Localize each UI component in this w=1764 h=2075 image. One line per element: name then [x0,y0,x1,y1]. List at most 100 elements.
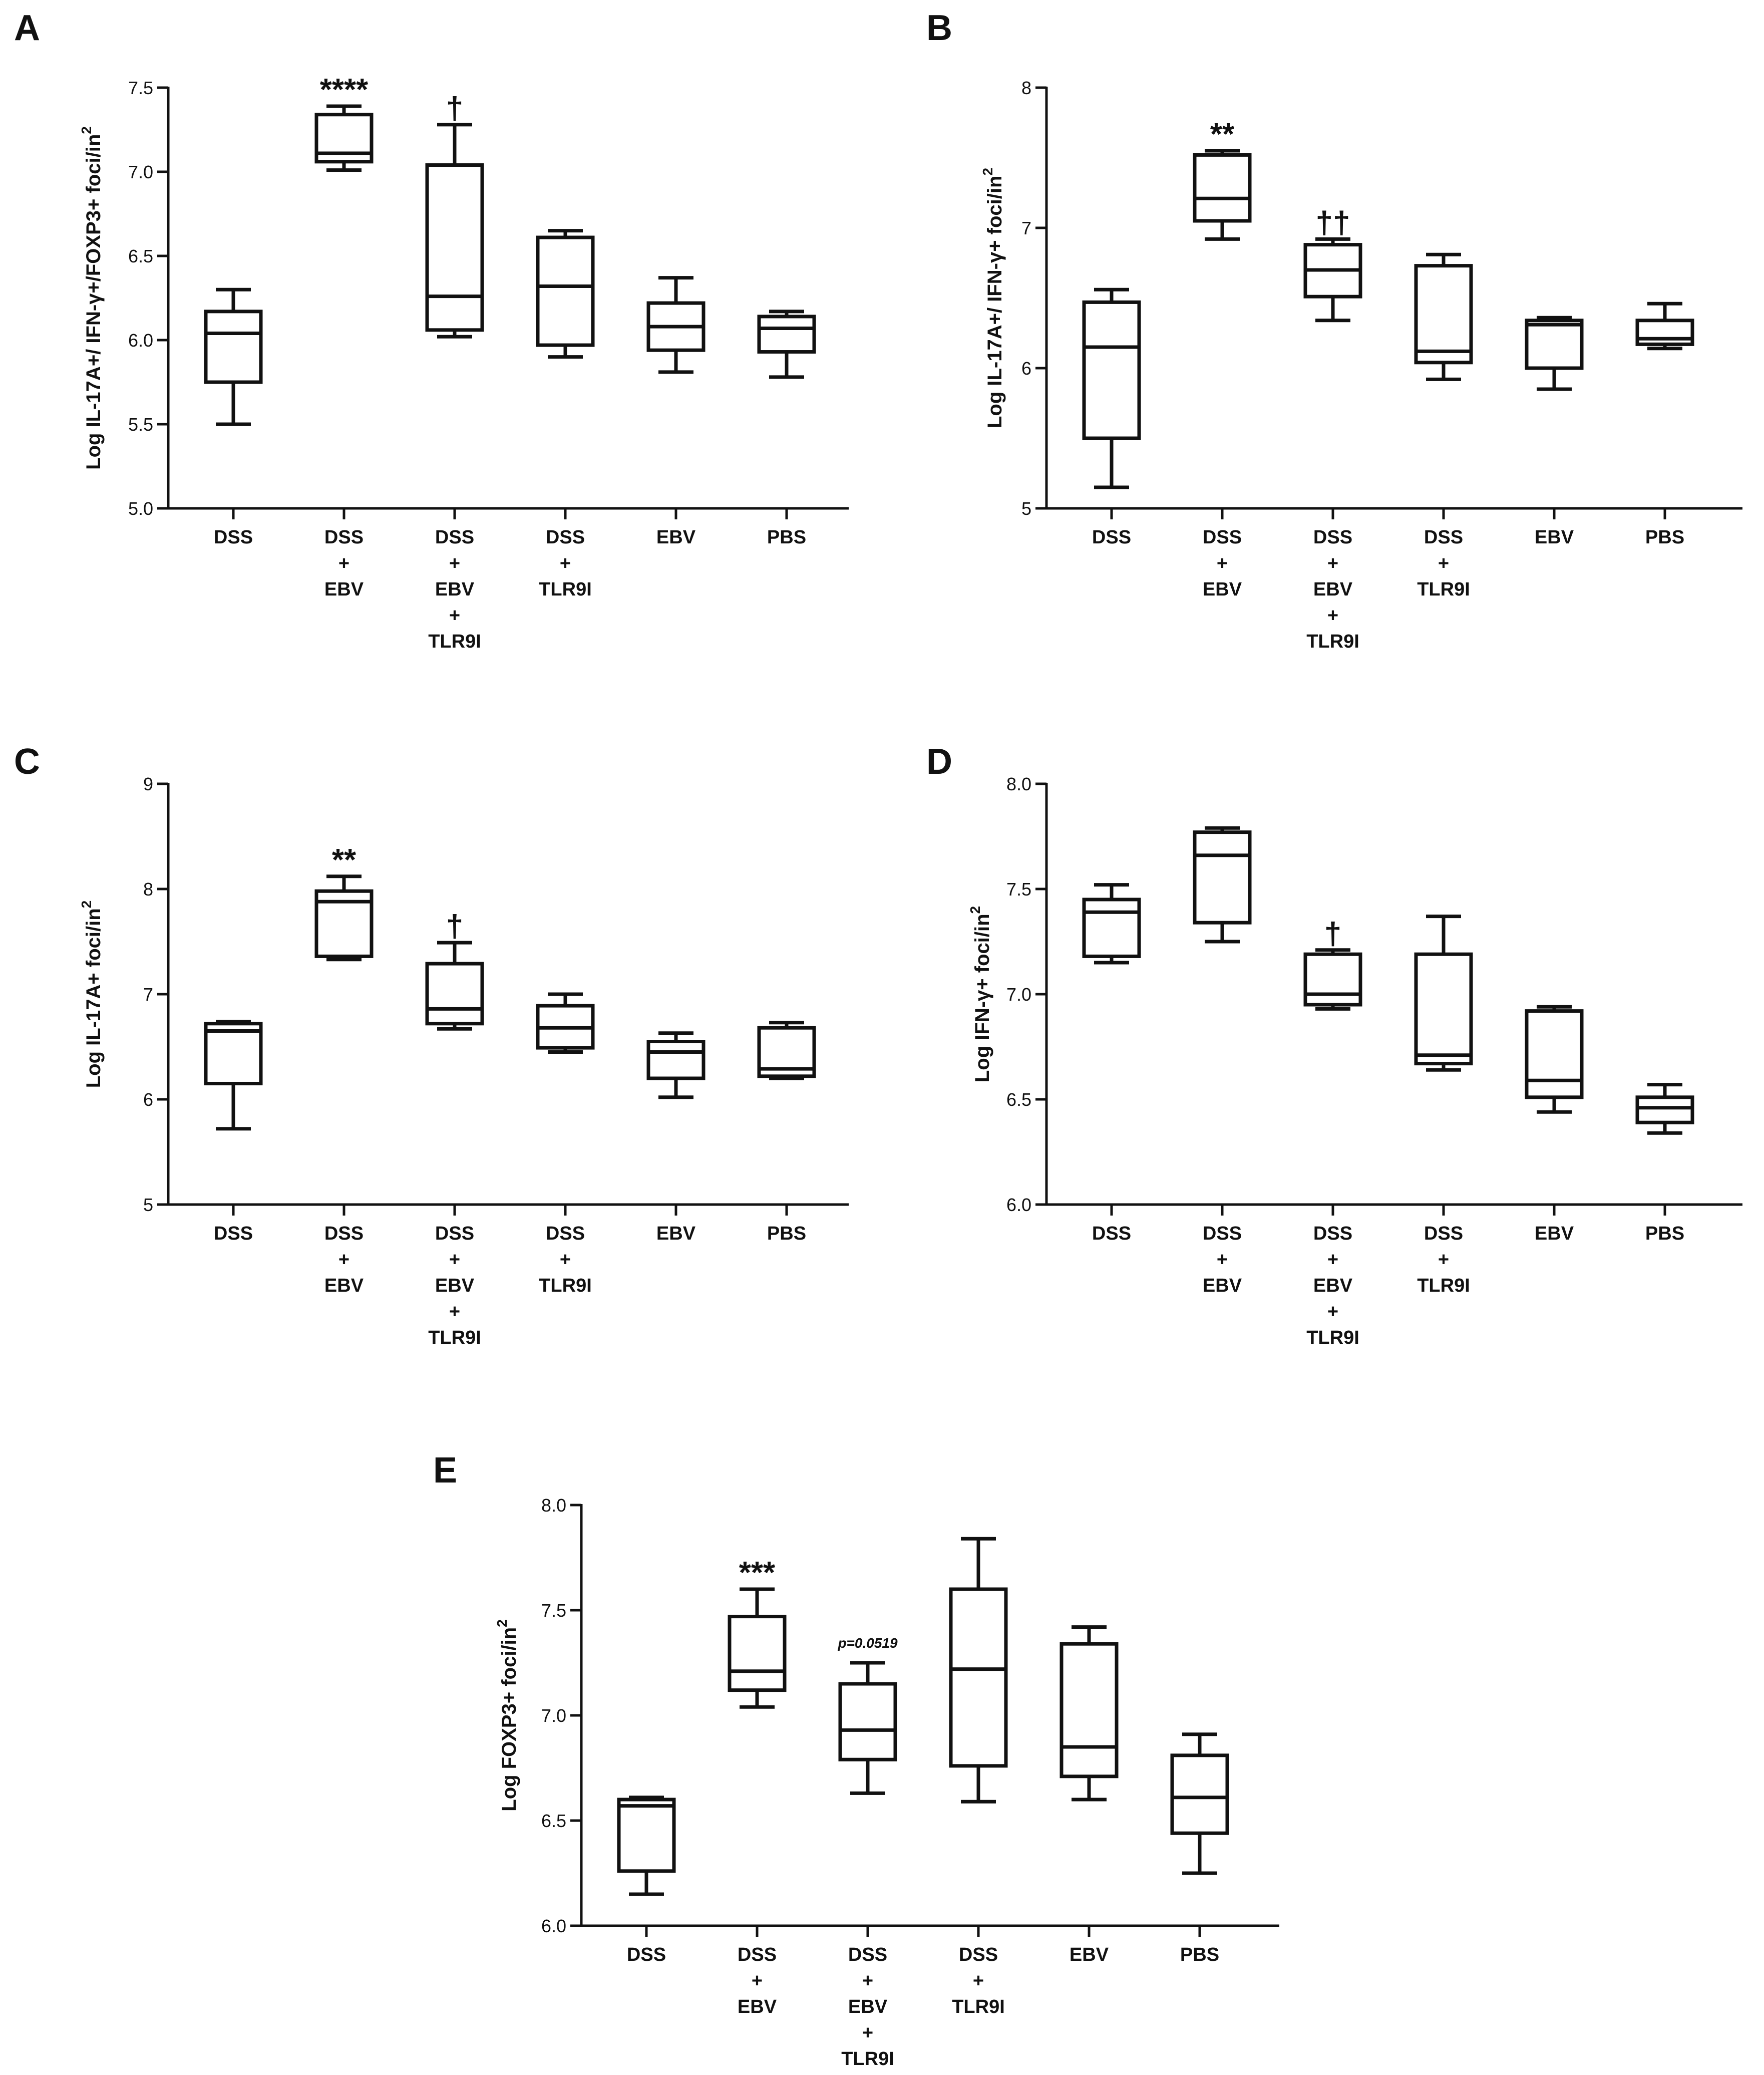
x-category-label: + [1327,1301,1338,1322]
box-iqr [1525,319,1584,370]
panel-e: E 6.0 6.5 7.0 7.5 8.0 Log FOXP3+ foci/in2 DSS DS… [433,1450,1279,2069]
x-category-label: PBS [767,1223,806,1244]
y-axis-label: Log IL-17A+/ IFN-γ+/FOXP3+ foci/in2 [79,126,105,470]
y-axis-label: Log IL-17A+ foci/in2 [79,901,105,1088]
x-category-label: + [560,553,571,574]
box-iqr [757,315,816,354]
box-e-3: p=0.0519 [837,1635,898,1795]
panel-d: D 6.0 6.5 7.0 7.5 8.0 Log IFN-γ+ foci/in2 DSS DS… [926,742,1742,1348]
y-tick-label: 8.0 [1006,774,1031,794]
x-category-label: EBV [1070,1944,1109,1965]
y-tick-label: 6.0 [128,330,153,351]
y-axis-label: Log IFN-γ+ foci/in2 [967,906,993,1082]
x-category-label: PBS [1645,1223,1684,1244]
x-category-label: TLR9I [1306,631,1359,652]
box-iqr [314,113,374,164]
y-tick-label: 7.5 [128,78,153,98]
box-b-2: ** [1193,117,1252,241]
box-iqr [1082,898,1141,958]
p-value-label: p=0.0519 [837,1635,898,1651]
box-d-2 [1193,826,1252,944]
box-iqr [949,1587,1008,1768]
box-iqr [617,1798,676,1873]
x-category-label: EBV [1203,1275,1242,1296]
box-c-1 [204,1020,263,1131]
y-tick-label: 7 [143,984,153,1005]
x-category-label: TLR9I [1306,1327,1359,1348]
box-a-3: † [425,91,484,339]
panel-letter: E [433,1450,457,1491]
box-iqr [646,1040,705,1080]
y-tick-label: 6.5 [1006,1089,1031,1110]
box-b-3: †† [1303,205,1362,323]
x-category-label: + [449,1249,460,1270]
box-d-3: † [1303,917,1362,1011]
x-category-label: TLR9I [539,579,592,600]
x-category-label: + [1327,553,1338,574]
box-iqr [314,889,374,958]
x-category-label: + [449,1301,460,1322]
significance-marker: †† [1316,205,1350,240]
panel-letter: D [926,742,952,782]
y-tick-label: 5.5 [128,414,153,435]
x-category-label: DSS [214,527,253,548]
x-category-label: + [338,553,349,574]
y-tick-label: 8.0 [541,1495,566,1516]
y-tick-label: 7.5 [541,1600,566,1621]
box-iqr [1414,952,1473,1066]
x-category-label: EBV [848,1996,888,2017]
x-category-label: TLR9I [539,1275,592,1296]
box-iqr [1193,153,1252,223]
box-iqr [1414,264,1473,365]
box-e-2: *** [728,1556,787,1709]
x-category-label: TLR9I [952,1996,1005,2017]
box-iqr [204,310,263,384]
x-category-label: DSS [214,1223,253,1244]
x-category-label: EBV [324,579,364,600]
x-category-label: DSS [546,527,585,548]
y-tick-label: 9 [143,774,153,794]
x-category-label: EBV [435,1275,475,1296]
significance-marker: † [446,91,463,126]
x-category-label: + [449,605,460,626]
y-tick-label: 6.5 [128,246,153,266]
box-iqr [1193,830,1252,925]
box-e-5 [1060,1625,1119,1802]
x-category-label: + [752,1970,763,1991]
x-category-label: + [560,1249,571,1270]
x-category-label: DSS [959,1944,998,1965]
box-iqr [536,235,595,347]
box-a-1 [204,287,263,426]
significance-marker: ** [332,843,357,877]
x-category-label: DSS [627,1944,666,1965]
x-category-label: DSS [848,1944,887,1965]
x-category-label: EBV [1535,527,1574,548]
x-category-label: EBV [738,1996,777,2017]
box-b-1 [1082,287,1141,489]
box-a-5 [646,276,705,374]
box-iqr [425,962,484,1026]
box-c-3: † [425,909,484,1031]
box-iqr [1635,1095,1694,1124]
box-b-4 [1414,252,1473,381]
x-category-label: PBS [767,527,806,548]
x-category-label: TLR9I [428,631,481,652]
box-iqr [728,1615,787,1692]
x-category-label: DSS [1313,1223,1352,1244]
x-category-label: DSS [546,1223,585,1244]
y-tick-label: 8 [143,879,153,900]
significance-marker: † [1324,917,1341,951]
x-category-label: + [338,1249,349,1270]
box-b-5 [1525,316,1584,391]
x-category-label: + [973,1970,984,1991]
box-d-4 [1414,915,1473,1072]
significance-marker: **** [320,73,369,107]
x-category-label: DSS [1203,1223,1242,1244]
x-category-label: EBV [656,1223,696,1244]
x-category-label: DSS [1092,527,1131,548]
y-tick-label: 8 [1021,78,1031,98]
box-a-2: **** [314,73,374,172]
y-tick-label: 5 [143,1195,153,1215]
y-tick-label: 7.0 [1006,984,1031,1005]
